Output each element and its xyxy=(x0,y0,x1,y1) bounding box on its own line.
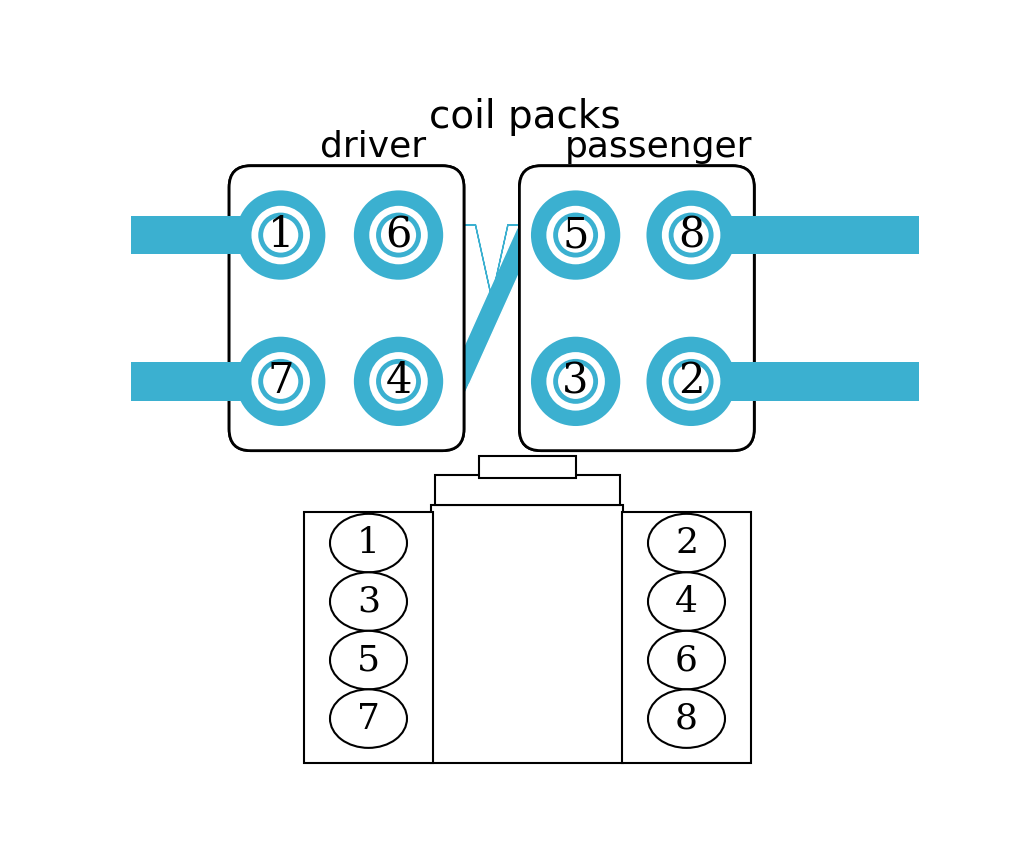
Text: 8: 8 xyxy=(675,701,698,735)
Circle shape xyxy=(547,206,605,265)
Polygon shape xyxy=(458,257,525,408)
Text: 4: 4 xyxy=(675,584,698,619)
Polygon shape xyxy=(458,257,525,408)
Text: 6: 6 xyxy=(675,643,698,677)
Text: 1: 1 xyxy=(357,526,380,560)
Bar xyxy=(131,234,285,254)
Text: 8: 8 xyxy=(678,214,705,256)
Ellipse shape xyxy=(330,572,407,631)
Circle shape xyxy=(354,337,443,426)
Polygon shape xyxy=(458,209,525,360)
Text: passenger: passenger xyxy=(564,129,752,163)
Circle shape xyxy=(370,352,428,411)
Bar xyxy=(131,216,285,236)
Circle shape xyxy=(662,352,720,411)
FancyBboxPatch shape xyxy=(229,166,464,450)
Text: coil packs: coil packs xyxy=(429,98,621,136)
Circle shape xyxy=(547,352,605,411)
Text: 3: 3 xyxy=(562,360,589,403)
FancyBboxPatch shape xyxy=(519,166,755,450)
Text: 3: 3 xyxy=(357,584,380,619)
Circle shape xyxy=(531,190,621,279)
Circle shape xyxy=(354,190,443,279)
Ellipse shape xyxy=(648,631,725,689)
Bar xyxy=(131,380,285,401)
Bar xyxy=(431,504,624,762)
Bar xyxy=(731,362,920,382)
Bar xyxy=(731,234,920,254)
Bar xyxy=(731,216,920,236)
Text: 2: 2 xyxy=(678,360,705,403)
Bar xyxy=(622,512,752,762)
FancyBboxPatch shape xyxy=(229,166,464,450)
Text: 6: 6 xyxy=(385,214,412,256)
Circle shape xyxy=(237,190,326,279)
Bar xyxy=(131,216,285,236)
Ellipse shape xyxy=(330,689,407,748)
Circle shape xyxy=(646,337,736,426)
Ellipse shape xyxy=(330,514,407,572)
Polygon shape xyxy=(458,209,525,360)
Circle shape xyxy=(646,190,736,279)
Text: 7: 7 xyxy=(267,360,294,403)
Bar xyxy=(131,234,285,254)
Circle shape xyxy=(370,206,428,265)
Bar xyxy=(478,456,575,477)
Bar xyxy=(131,362,285,382)
Bar xyxy=(731,362,920,382)
Bar xyxy=(731,380,920,401)
Bar xyxy=(304,512,433,762)
Text: 5: 5 xyxy=(562,214,589,256)
Circle shape xyxy=(252,206,310,265)
Circle shape xyxy=(252,352,310,411)
Ellipse shape xyxy=(648,514,725,572)
Polygon shape xyxy=(464,225,519,299)
Text: 1: 1 xyxy=(267,214,294,256)
Text: driver: driver xyxy=(321,129,426,163)
Bar xyxy=(731,216,920,236)
Text: 7: 7 xyxy=(357,701,380,735)
Text: 5: 5 xyxy=(357,643,380,677)
Ellipse shape xyxy=(648,689,725,748)
Bar xyxy=(731,380,920,401)
Text: 2: 2 xyxy=(675,526,698,560)
Ellipse shape xyxy=(648,572,725,631)
Polygon shape xyxy=(444,299,528,399)
Circle shape xyxy=(237,337,326,426)
Bar xyxy=(435,476,620,504)
Circle shape xyxy=(662,206,720,265)
Bar xyxy=(131,380,285,401)
Bar xyxy=(731,234,920,254)
Ellipse shape xyxy=(330,631,407,689)
Text: 4: 4 xyxy=(385,360,412,403)
Polygon shape xyxy=(444,217,528,318)
FancyBboxPatch shape xyxy=(460,211,523,405)
Circle shape xyxy=(531,337,621,426)
FancyBboxPatch shape xyxy=(519,166,755,450)
Bar xyxy=(131,362,285,382)
